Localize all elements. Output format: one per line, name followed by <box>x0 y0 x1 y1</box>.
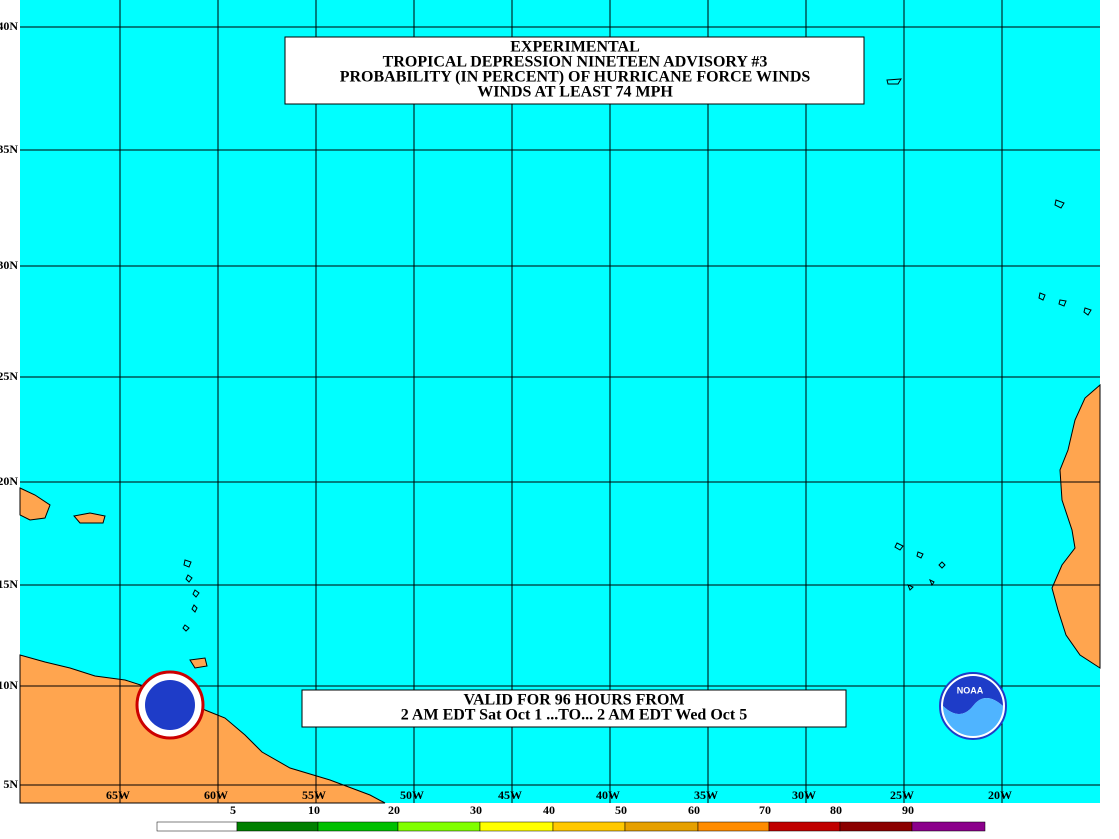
title-box <box>284 36 865 105</box>
legend-swatch <box>317 821 399 832</box>
longitude-label: 55W <box>302 788 326 802</box>
legend-swatch <box>397 821 481 832</box>
longitude-label: 40W <box>596 788 620 802</box>
legend-swatch <box>552 821 626 832</box>
legend-label: 40 <box>543 803 555 817</box>
legend-label: 50 <box>615 803 627 817</box>
legend-label: 60 <box>688 803 700 817</box>
title-line: EXPERIMENTAL <box>510 39 640 56</box>
legend-swatch <box>911 821 986 832</box>
legend-label: 80 <box>830 803 842 817</box>
latitude-label: 30N <box>0 258 18 272</box>
legend-label: 70 <box>759 803 771 817</box>
legend-label: 5 <box>230 803 236 817</box>
latitude-label: 15N <box>0 577 18 591</box>
legend-swatch <box>624 821 699 832</box>
legend-swatch <box>768 821 841 832</box>
legend-label: 10 <box>308 803 320 817</box>
noaa-text: NOAA <box>957 685 984 695</box>
title-line: TROPICAL DEPRESSION NINETEEN ADVISORY #3 <box>383 54 768 71</box>
nhc-logo <box>135 670 205 740</box>
legend-swatch <box>839 821 913 832</box>
legend-swatch <box>236 821 319 832</box>
latitude-label: 40N <box>0 19 18 33</box>
land <box>19 383 1101 804</box>
valid-line: VALID FOR 96 HOURS FROM <box>463 692 684 709</box>
legend-swatch <box>479 821 554 832</box>
longitude-label: 30W <box>792 788 816 802</box>
longitude-label: 20W <box>988 788 1012 802</box>
latitude-label: 20N <box>0 474 18 488</box>
ocean <box>20 0 1100 803</box>
longitude-label: 25W <box>890 788 914 802</box>
title-line: PROBABILITY (IN PERCENT) OF HURRICANE FO… <box>340 69 811 86</box>
longitude-label: 60W <box>204 788 228 802</box>
islands <box>182 78 1092 632</box>
longitude-label: 45W <box>498 788 522 802</box>
longitude-label: 35W <box>694 788 718 802</box>
latitude-label: 35N <box>0 142 18 156</box>
graticule <box>20 0 1100 803</box>
longitude-label: 65W <box>106 788 130 802</box>
legend-swatch <box>697 821 770 832</box>
latitude-label: 10N <box>0 678 18 692</box>
valid-box <box>301 689 847 728</box>
legend-label: 30 <box>470 803 482 817</box>
legend-swatch <box>156 821 238 832</box>
legend-label: 90 <box>902 803 914 817</box>
longitude-label: 50W <box>400 788 424 802</box>
noaa-logo: NOAA <box>939 672 1007 740</box>
legend-label: 20 <box>388 803 400 817</box>
valid-line: 2 AM EDT Sat Oct 1 ...TO... 2 AM EDT Wed… <box>401 707 747 724</box>
title-line: WINDS AT LEAST 74 MPH <box>477 84 673 101</box>
latitude-label: 5N <box>3 777 18 791</box>
latitude-label: 25N <box>0 369 18 383</box>
